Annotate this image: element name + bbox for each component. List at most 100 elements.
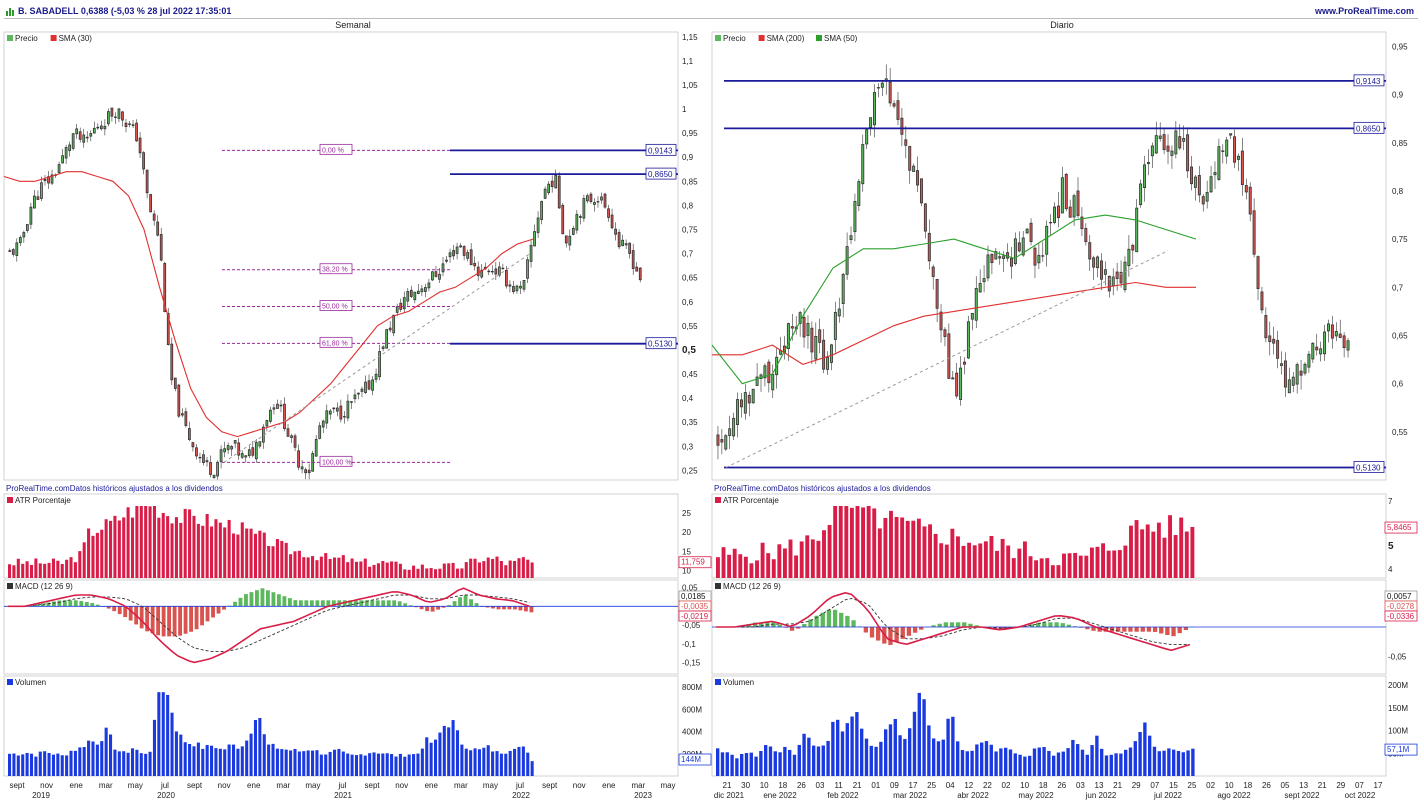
macd-histogram-bar: [1134, 627, 1139, 632]
histogram-bar: [372, 752, 376, 776]
histogram-bar: [491, 751, 495, 776]
candle-body: [1252, 210, 1256, 255]
macd-histogram-bar: [888, 627, 893, 645]
macd-histogram-bar: [469, 599, 473, 607]
macd-histogram-bar: [249, 592, 254, 607]
macd-histogram-bar: [759, 622, 764, 627]
histogram-bar: [936, 741, 941, 776]
candle-body: [455, 246, 459, 254]
y-tick-label: 0,7: [1392, 283, 1404, 292]
y-tick-label: 0,65: [682, 274, 698, 283]
candle-body: [409, 289, 413, 297]
candle-body: [927, 232, 931, 262]
candle-body: [829, 344, 833, 363]
histogram-bar: [1034, 560, 1039, 578]
macd-histogram-bar: [919, 627, 924, 630]
fibonacci-label-box: [319, 300, 353, 311]
macd-histogram-bar: [752, 622, 758, 627]
level-value-box: [645, 337, 677, 350]
histogram-bar: [855, 712, 859, 776]
candle-body: [8, 250, 12, 252]
candle-body: [269, 409, 272, 422]
macd-histogram-bar: [233, 601, 237, 607]
macd-histogram-bar: [1103, 627, 1108, 632]
y-tick-label: 0,25: [682, 466, 698, 475]
legend-swatch: [7, 583, 13, 589]
histogram-bar: [941, 739, 945, 776]
histogram-bar: [1134, 520, 1139, 578]
macd-histogram-bar: [1152, 627, 1158, 632]
macd-histogram-bar: [84, 602, 89, 607]
macd-histogram-bar: [112, 606, 117, 612]
candle-body: [96, 126, 100, 129]
macd-histogram-bar: [436, 606, 441, 610]
histogram-bar: [412, 754, 416, 776]
candle-body: [1088, 242, 1092, 260]
candle-body: [720, 439, 724, 443]
histogram-bar: [218, 748, 222, 776]
candle-body: [1127, 248, 1131, 267]
histogram-bar: [794, 555, 799, 578]
histogram-bar: [8, 564, 12, 578]
histogram-bar: [403, 756, 407, 776]
candle-body: [191, 442, 195, 448]
x-month-label: sept: [542, 781, 558, 790]
y-tick-label: 1: [682, 105, 687, 114]
candle-body: [328, 410, 332, 415]
histogram-bar: [521, 746, 525, 776]
macd-histogram-bar: [894, 627, 899, 642]
candle-body: [596, 201, 600, 203]
histogram-bar: [130, 748, 135, 776]
instrument-title: B. SABADELL 0,6388 (-5,03 % 28 jul 2022 …: [18, 6, 232, 16]
x-day-label: 18: [1039, 781, 1048, 790]
histogram-bar: [1061, 751, 1065, 776]
histogram-bar: [1073, 552, 1078, 578]
macd-histogram-bar: [845, 615, 850, 627]
macd-histogram-bar: [326, 600, 331, 607]
macd-histogram-bar: [260, 588, 265, 607]
candle-body: [135, 122, 138, 142]
y-tick-label: 0,6: [682, 298, 694, 307]
histogram-bar: [778, 752, 782, 776]
x-year-label: 2019: [32, 791, 50, 800]
y-tick-label: 4: [1388, 565, 1393, 574]
candle-body: [512, 286, 515, 293]
histogram-bar: [236, 534, 240, 578]
macd-histogram-bar: [375, 600, 380, 607]
macd-histogram-bar: [777, 624, 782, 627]
candle-body: [448, 252, 452, 258]
y-tick-label: 0,85: [1392, 139, 1408, 148]
histogram-bar: [1039, 558, 1044, 578]
x-month-label: ago 2022: [1217, 791, 1251, 800]
histogram-bar: [530, 562, 534, 578]
histogram-bar: [1106, 550, 1111, 578]
candle-body: [935, 278, 939, 309]
histogram-bar: [420, 564, 424, 578]
candle-body: [166, 313, 170, 346]
macd-histogram-bar: [1146, 627, 1152, 632]
histogram-bar: [438, 568, 442, 578]
last-value-box: [1384, 743, 1418, 756]
macd-histogram-bar: [359, 600, 364, 607]
histogram-bar: [271, 546, 275, 578]
candle-body: [233, 440, 237, 444]
candle-body: [276, 403, 279, 409]
candle-body: [462, 246, 466, 256]
candle-body: [939, 311, 943, 331]
candle-body: [1178, 136, 1182, 149]
y-tick-label: 0,8: [682, 201, 694, 210]
histogram-bar: [1129, 525, 1133, 578]
histogram-bar: [354, 561, 359, 578]
site-link[interactable]: www.ProRealTime.com: [1314, 6, 1414, 16]
candle-body: [873, 92, 876, 126]
macd-histogram-bar: [974, 625, 979, 627]
histogram-bar: [420, 748, 424, 776]
candle-body: [445, 259, 448, 262]
x-day-label: 22: [983, 781, 992, 790]
histogram-bar: [12, 753, 16, 776]
macd-histogram-bar: [62, 600, 67, 607]
x-day-label: 03: [816, 781, 825, 790]
candle-body: [963, 361, 966, 365]
histogram-bar: [390, 561, 394, 578]
histogram-bar: [179, 522, 183, 578]
